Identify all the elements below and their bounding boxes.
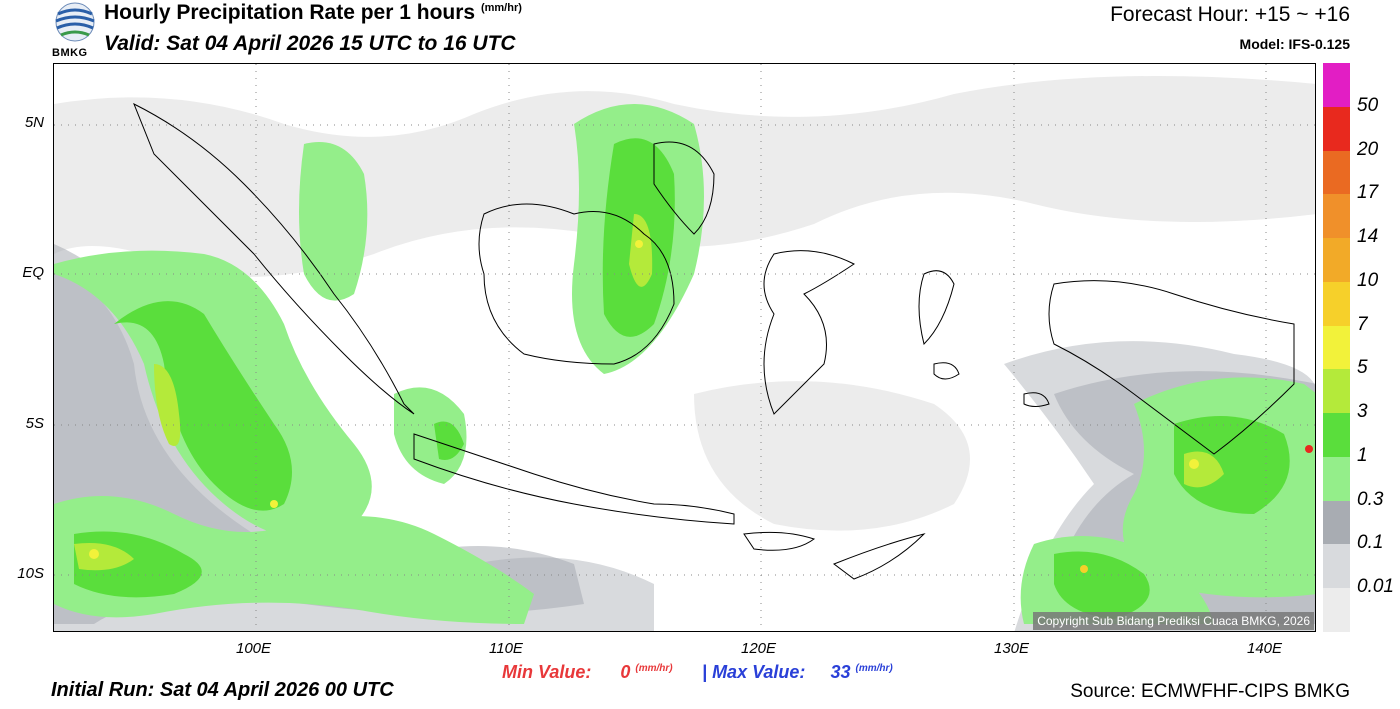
x-label-140e: 140E [1247,640,1283,657]
x-label-130e: 130E [994,640,1030,657]
color-bar-label: 0.01 [1357,576,1394,598]
copyright-note: Copyright Sub Bidang Prediksi Cuaca BMKG… [1033,612,1314,630]
color-bar-label: 5 [1357,357,1368,379]
forecast-hour: Forecast Hour: +15 ~ +16 [1110,3,1350,26]
precipitation-map [53,63,1316,632]
x-label-120e: 120E [741,640,777,657]
color-bar-segment [1323,106,1350,152]
color-bar-label: 3 [1357,401,1368,423]
data-source: Source: ECMWFHF-CIPS BMKG [1070,681,1350,702]
map-title-text: Hourly Precipitation Rate per 1 hours [104,1,476,24]
y-label-10s: 10S [17,565,44,582]
color-bar-segment [1323,281,1350,327]
color-bar-label: 0.3 [1357,488,1384,510]
color-bar-segment [1323,456,1350,502]
value-separator: | [702,662,708,682]
color-bar-label: 7 [1357,313,1368,335]
min-value-label: Min Value: [502,662,592,682]
color-bar-segment [1323,150,1350,195]
color-bar-label: 10 [1357,269,1379,291]
color-bar-segment [1323,588,1350,633]
color-bar-segment [1323,500,1350,545]
color-bar-segment [1323,63,1350,108]
min-value-unit: (mm/hr) [635,663,673,674]
color-bar-label: 1 [1357,444,1368,466]
color-bar [1323,63,1350,633]
logo-text: BMKG [52,47,88,59]
valid-time: Valid: Sat 04 April 2026 15 UTC to 16 UT… [104,32,516,55]
color-bar-label: 50 [1357,94,1379,116]
max-value-unit: (mm/hr) [855,663,893,674]
min-value-group: Min Value: 0 (mm/hr) [502,662,673,683]
map-title: Hourly Precipitation Rate per 1 hours (m… [104,1,522,25]
bmkg-logo [55,2,95,42]
x-label-110e: 110E [489,640,523,657]
color-bar-segment [1323,238,1350,283]
y-label-eq: EQ [22,264,44,281]
color-bar-label: 20 [1357,138,1379,160]
y-label-5n: 5N [24,114,44,131]
color-bar-label: 0.1 [1357,532,1384,554]
max-value-label: Max Value: [712,662,806,682]
color-bar-segment [1323,413,1350,458]
color-bar-segment [1323,325,1350,370]
color-bar-segment [1323,544,1350,589]
x-label-100e: 100E [236,640,272,657]
y-label-5s: 5S [25,415,44,432]
map-canvas [54,64,1315,631]
min-value: 0 [620,662,631,682]
color-bar-label: 17 [1357,182,1379,204]
max-value: 33 [830,662,851,682]
color-bar-label: 14 [1357,226,1379,248]
map-title-unit: (mm/hr) [480,2,522,14]
color-bar-segment [1323,194,1350,239]
initial-run: Initial Run: Sat 04 April 2026 00 UTC [51,679,394,701]
max-value-group: | Max Value: 33 (mm/hr) [702,662,893,683]
color-bar-segment [1323,369,1350,414]
model-name: Model: IFS-0.125 [1239,36,1350,52]
